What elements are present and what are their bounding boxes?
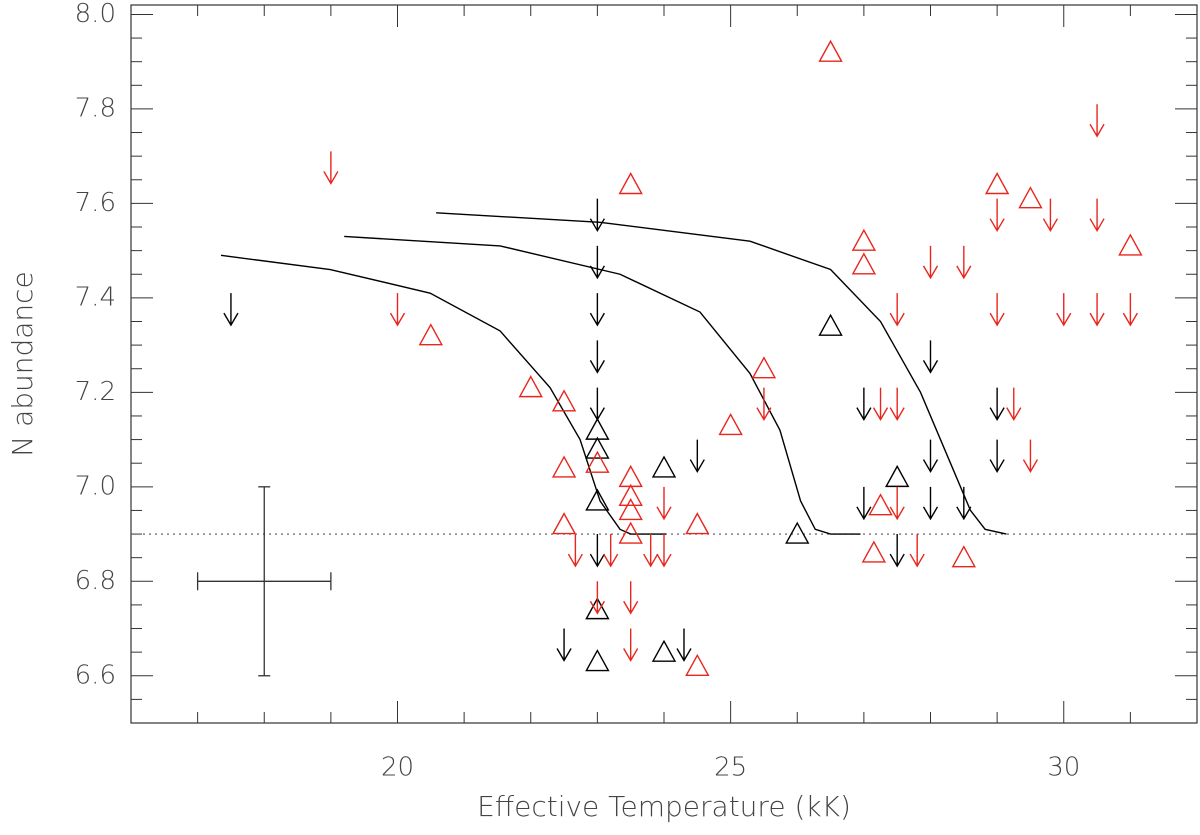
upper-limit-arrow [656, 534, 672, 568]
triangle-marker [585, 417, 610, 440]
triangle-marker [618, 464, 643, 488]
triangle-marker [685, 512, 710, 535]
triangle-marker [585, 450, 610, 473]
upper-limit-arrow [1089, 198, 1105, 233]
upper-limit-arrow [956, 245, 972, 280]
triangle-marker [1018, 186, 1043, 209]
x-tick-label: 30 [1047, 753, 1080, 783]
triangle-marker [851, 228, 877, 251]
upper-limit-arrow [643, 534, 659, 568]
triangle-marker [551, 389, 577, 412]
upper-limit-arrow [689, 439, 705, 473]
triangle-marker [851, 252, 877, 275]
model-curve [344, 235, 861, 535]
triangle-marker [818, 39, 843, 62]
upper-limit-arrow [872, 387, 889, 422]
triangle-marker [885, 464, 910, 488]
x-axis-title: Effective Temperature (kK) [477, 790, 851, 823]
upper-limit-arrow [956, 486, 972, 521]
triangle-marker [751, 356, 777, 379]
upper-limit-arrow [567, 534, 583, 568]
upper-limit-arrow [889, 486, 905, 521]
triangle-marker [618, 172, 643, 195]
upper-limit-arrow [223, 293, 239, 327]
upper-limit-arrow [856, 387, 872, 422]
upper-limit-arrow [589, 534, 605, 568]
upper-limit-arrow [922, 340, 939, 374]
y-tick-label: 7.2 [75, 377, 116, 407]
upper-limit-arrow [656, 486, 672, 521]
upper-limit-arrow [589, 293, 605, 327]
plot-frame [130, 4, 1198, 724]
y-tick-label: 7.4 [75, 282, 116, 312]
triangle-marker [818, 313, 843, 336]
triangle-marker [1118, 233, 1143, 256]
upper-limit-arrow [1089, 293, 1105, 327]
upper-limit-arrow [623, 581, 639, 615]
triangle-marker [585, 488, 610, 511]
y-axis-title: N abundance [6, 271, 39, 457]
upper-limit-arrow [889, 534, 905, 568]
upper-limit-arrow [856, 486, 872, 521]
upper-limit-arrow [889, 293, 905, 327]
triangle-marker [951, 545, 976, 568]
y-tick-label: 7.6 [75, 188, 116, 218]
upper-limit-arrow [989, 198, 1005, 233]
upper-limit-arrow [922, 486, 939, 521]
upper-limit-arrow [1122, 293, 1138, 327]
upper-limit-arrow [909, 534, 925, 568]
triangle-marker [785, 521, 810, 544]
upper-limit-arrow [589, 340, 605, 374]
triangle-marker [418, 323, 443, 346]
model-curve [436, 212, 1007, 535]
triangle-marker [685, 653, 710, 677]
triangle-marker [585, 436, 610, 459]
upper-limit-arrow [389, 293, 406, 327]
upper-limit-arrow [889, 387, 905, 422]
upper-limit-arrow [989, 439, 1005, 473]
triangle-marker [585, 597, 610, 620]
y-tick-label: 8.0 [75, 0, 116, 29]
upper-limit-arrow [756, 387, 772, 422]
y-tick-label: 6.6 [75, 660, 116, 690]
y-tick-label: 7.0 [75, 471, 116, 501]
upper-limit-arrow [989, 293, 1005, 327]
triangle-marker [984, 172, 1010, 195]
triangle-marker [861, 540, 887, 563]
triangle-marker [618, 521, 643, 544]
upper-limit-arrow [323, 151, 339, 185]
triangle-marker [618, 483, 643, 506]
upper-limit-arrow [989, 387, 1005, 422]
upper-limit-arrow [589, 387, 605, 422]
upper-limit-arrow [1089, 104, 1105, 138]
upper-limit-arrow [676, 628, 692, 662]
triangle-marker [651, 639, 677, 662]
triangle-marker [868, 493, 893, 516]
upper-limit-arrow [589, 581, 605, 615]
upper-limit-arrow [922, 439, 939, 473]
upper-limit-arrow [603, 534, 619, 568]
upper-limit-arrow [623, 628, 639, 662]
upper-limit-arrow [922, 245, 939, 280]
triangle-marker [518, 375, 543, 398]
triangle-marker [585, 649, 610, 672]
y-tick-label: 6.8 [75, 566, 116, 596]
upper-limit-arrow [1056, 293, 1072, 327]
upper-limit-arrow [589, 245, 605, 280]
triangle-marker [651, 455, 677, 478]
x-tick-label: 25 [714, 753, 747, 783]
triangle-marker [718, 412, 743, 436]
x-tick-label: 20 [381, 753, 414, 783]
upper-limit-arrow [1006, 387, 1022, 422]
upper-limit-arrow [556, 628, 572, 662]
upper-limit-arrow [1022, 439, 1039, 473]
triangle-marker [618, 497, 643, 521]
upper-limit-arrow [1042, 198, 1059, 233]
triangle-marker [551, 512, 577, 535]
upper-limit-arrow [589, 198, 605, 233]
y-tick-label: 7.8 [75, 93, 116, 123]
triangle-marker [551, 455, 577, 478]
